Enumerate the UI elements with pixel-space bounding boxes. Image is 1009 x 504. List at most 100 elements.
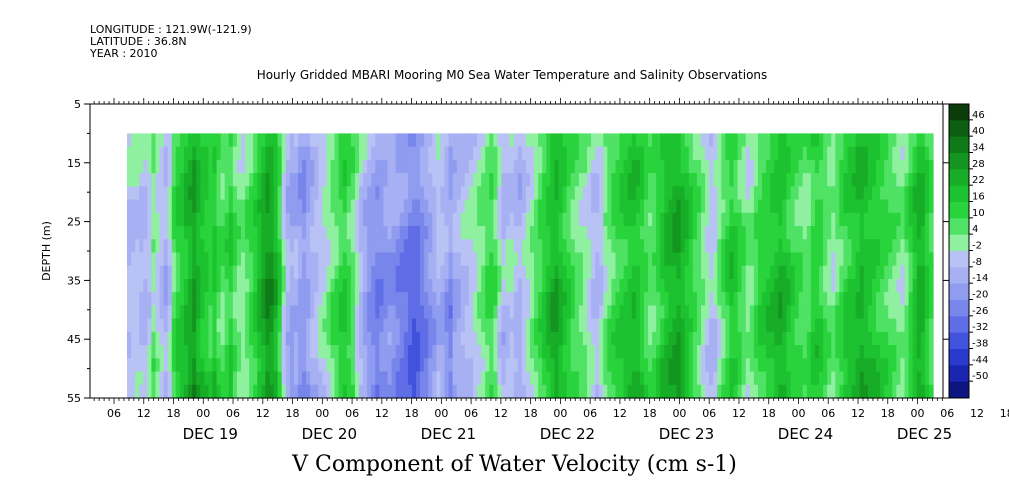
heatmap-cell <box>591 358 596 373</box>
heatmap-cell <box>297 384 303 399</box>
heatmap-cell <box>477 133 482 148</box>
heatmap-cell <box>509 345 515 359</box>
heatmap-cell <box>127 305 132 320</box>
heatmap-cell <box>741 265 747 280</box>
heatmap-cell <box>709 159 714 174</box>
heatmap-cell <box>542 384 547 399</box>
heatmap-cell <box>306 226 311 240</box>
heatmap-cell <box>550 252 556 267</box>
heatmap-cell <box>196 159 201 174</box>
heatmap-cell <box>350 292 356 306</box>
heatmap-cell <box>725 252 731 267</box>
heatmap-cell <box>725 371 731 386</box>
heatmap-cell <box>444 239 450 254</box>
heatmap-cell <box>721 226 726 240</box>
heatmap-cell <box>578 252 584 267</box>
x-hour-label: 18 <box>405 407 419 420</box>
heatmap-cell <box>269 173 275 187</box>
heatmap-cell <box>725 292 731 306</box>
heatmap-cell <box>794 305 800 320</box>
heatmap-cell <box>607 318 613 333</box>
heatmap-cell <box>839 186 845 201</box>
heatmap-cell <box>448 265 454 280</box>
heatmap-cell <box>709 133 714 148</box>
heatmap-cell <box>595 199 600 214</box>
heatmap-cell <box>794 146 800 161</box>
x-hour-label: 18 <box>762 407 776 420</box>
heatmap-cell <box>643 292 649 306</box>
heatmap-cell <box>493 292 499 306</box>
heatmap-cell <box>615 345 621 359</box>
heatmap-cell <box>774 226 779 240</box>
heatmap-cell <box>420 331 425 346</box>
heatmap-cell <box>281 292 287 306</box>
heatmap-cell <box>737 292 743 306</box>
heatmap-cell <box>338 265 344 280</box>
heatmap-cell <box>831 212 836 227</box>
heatmap-cell <box>330 159 336 174</box>
heatmap-cell <box>204 292 210 306</box>
heatmap-cell <box>737 173 743 187</box>
heatmap-cell <box>639 212 645 227</box>
heatmap-cell <box>363 199 368 214</box>
heatmap-cell <box>546 384 551 399</box>
heatmap-cell <box>639 265 645 280</box>
heatmap-cell <box>550 358 556 373</box>
heatmap-cell <box>851 292 857 306</box>
x-hour-label: 00 <box>315 407 329 420</box>
heatmap-cell <box>310 331 315 346</box>
heatmap-cell <box>342 278 348 293</box>
heatmap-cell <box>477 331 482 346</box>
heatmap-cell <box>920 173 926 187</box>
heatmap-cell <box>236 292 242 306</box>
heatmap-cell <box>208 371 214 386</box>
heatmap-cell <box>648 146 653 161</box>
heatmap-cell <box>823 265 828 280</box>
heatmap-cell <box>737 226 743 240</box>
heatmap-cell <box>790 265 796 280</box>
heatmap-cell <box>908 384 914 399</box>
heatmap-cell <box>513 239 519 254</box>
heatmap-cell <box>188 318 193 333</box>
heatmap-cell <box>538 146 543 161</box>
heatmap-cell <box>692 318 698 333</box>
heatmap-cell <box>468 345 474 359</box>
heatmap-cell <box>534 384 539 399</box>
heatmap-cell <box>424 371 429 386</box>
heatmap-cell <box>420 239 425 254</box>
heatmap-cell <box>265 358 271 373</box>
heatmap-cell <box>310 212 315 227</box>
heatmap-cell <box>444 292 450 306</box>
heatmap-cell <box>737 252 743 267</box>
heatmap-cell <box>700 358 706 373</box>
heatmap-cell <box>904 239 910 254</box>
heatmap-cell <box>554 239 560 254</box>
heatmap-cell <box>810 173 816 187</box>
heatmap-cell <box>139 331 144 346</box>
heatmap-cell <box>709 278 714 293</box>
heatmap-cell <box>306 146 311 161</box>
heatmap-cell <box>924 358 930 373</box>
heatmap-cell <box>782 226 788 240</box>
heatmap-cell <box>737 239 743 254</box>
heatmap-cell <box>619 331 625 346</box>
heatmap-cell <box>749 384 755 399</box>
heatmap-cell <box>525 358 531 373</box>
heatmap-cell <box>851 371 857 386</box>
heatmap-cell <box>867 318 873 333</box>
heatmap-cell <box>281 265 287 280</box>
heatmap-cell <box>330 173 336 187</box>
heatmap-cell <box>131 239 136 254</box>
heatmap-cell <box>338 239 344 254</box>
heatmap-cell <box>546 239 551 254</box>
heatmap-cell <box>607 186 613 201</box>
heatmap-cell <box>855 305 861 320</box>
heatmap-cell <box>550 173 556 187</box>
heatmap-cell <box>448 305 454 320</box>
heatmap-cell <box>782 173 788 187</box>
heatmap-cell <box>517 199 523 214</box>
heatmap-cell <box>151 318 157 333</box>
heatmap-cell <box>171 199 177 214</box>
heatmap-cell <box>607 226 613 240</box>
heatmap-cell <box>525 133 531 148</box>
